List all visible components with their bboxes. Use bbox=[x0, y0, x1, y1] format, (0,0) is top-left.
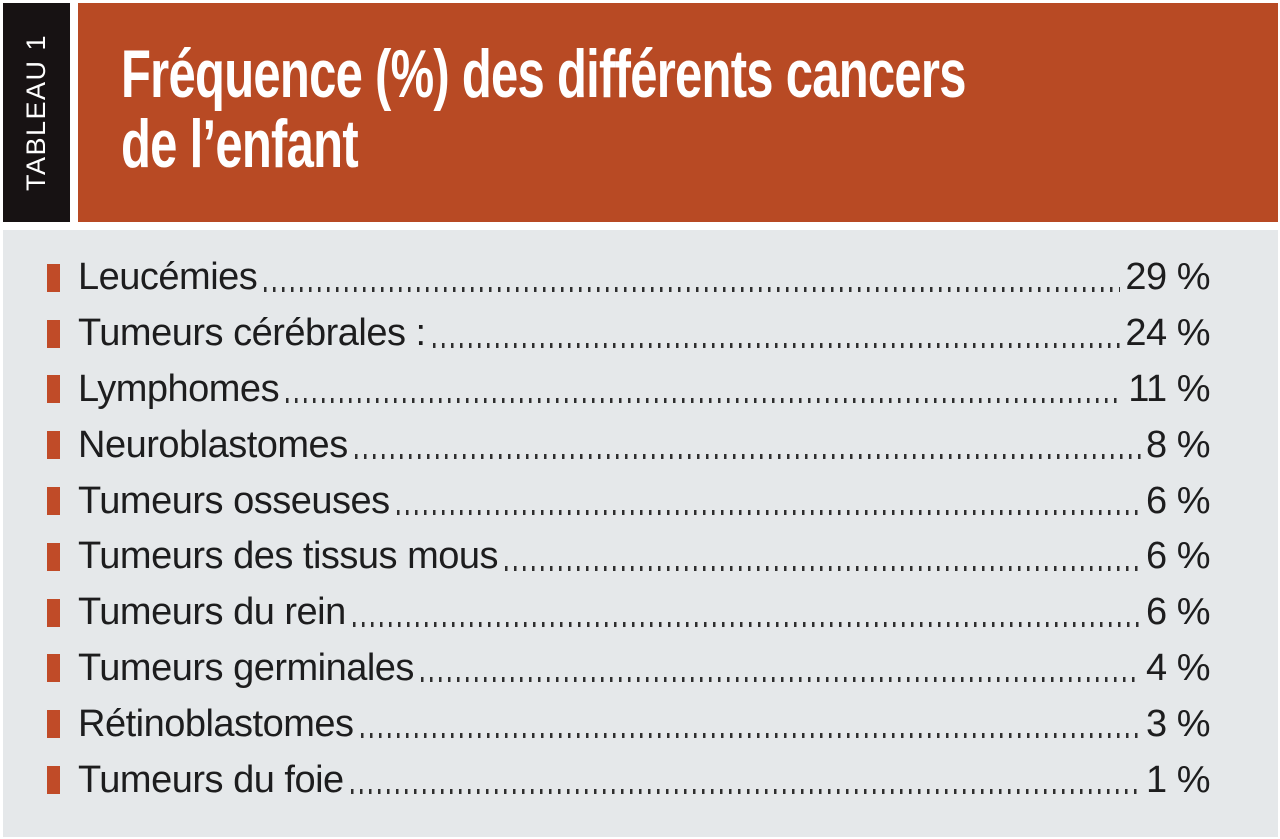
square-bullet-icon bbox=[47, 375, 60, 404]
cancer-type-label: Tumeurs du foie bbox=[78, 758, 344, 801]
dotted-leader bbox=[352, 621, 1142, 627]
frequency-value: 6 % bbox=[1146, 479, 1210, 522]
dotted-leader bbox=[350, 788, 1142, 794]
frequency-value: 24 % bbox=[1125, 312, 1210, 355]
square-bullet-icon bbox=[47, 319, 60, 348]
dotted-leader bbox=[420, 677, 1142, 683]
table-row: Neuroblastomes 8 % bbox=[47, 417, 1210, 473]
dotted-leader bbox=[360, 733, 1142, 739]
frequency-value: 11 % bbox=[1128, 367, 1210, 410]
table-row: Tumeurs osseuses 6 % bbox=[47, 473, 1210, 529]
dotted-leader bbox=[354, 454, 1142, 460]
tableau-number-label: TABLEAU 1 bbox=[21, 33, 51, 192]
table-row: Tumeurs germinales 4 % bbox=[47, 641, 1210, 697]
cancer-frequency-list: Leucémies 29 % Tumeurs cérébrales : 24 %… bbox=[3, 230, 1278, 837]
square-bullet-icon bbox=[47, 431, 60, 460]
square-bullet-icon bbox=[47, 654, 60, 683]
table-row: Tumeurs du rein 6 % bbox=[47, 585, 1210, 641]
cancer-type-label: Tumeurs osseuses bbox=[78, 479, 390, 522]
cancer-type-label: Leucémies bbox=[78, 256, 258, 299]
dotted-leader bbox=[396, 509, 1142, 515]
dotted-leader bbox=[264, 286, 1121, 292]
dotted-leader bbox=[505, 565, 1142, 571]
cancer-type-label: Tumeurs cérébrales : bbox=[78, 312, 426, 355]
table-title-line-1: Fréquence (%) des différents cancers bbox=[121, 36, 966, 112]
header-divider bbox=[70, 3, 78, 222]
frequency-value: 6 % bbox=[1146, 591, 1210, 634]
table-row: Tumeurs cérébrales : 24 % bbox=[47, 306, 1210, 362]
title-band: Fréquence (%) des différents cancers de … bbox=[78, 3, 1278, 222]
cancer-type-label: Lymphomes bbox=[78, 367, 280, 410]
frequency-value: 6 % bbox=[1146, 535, 1210, 578]
cancer-type-label: Tumeurs des tissus mous bbox=[78, 535, 499, 578]
frequency-value: 4 % bbox=[1146, 646, 1210, 689]
frequency-value: 3 % bbox=[1146, 702, 1210, 745]
dotted-leader bbox=[286, 398, 1124, 404]
table-row: Rétinoblastomes 3 % bbox=[47, 696, 1210, 752]
square-bullet-icon bbox=[47, 598, 60, 627]
square-bullet-icon bbox=[47, 263, 60, 292]
cancer-type-label: Rétinoblastomes bbox=[78, 702, 354, 745]
table-row: Lymphomes 11 % bbox=[47, 362, 1210, 418]
square-bullet-icon bbox=[47, 542, 60, 571]
square-bullet-icon bbox=[47, 710, 60, 739]
table-row: Tumeurs du foie 1 % bbox=[47, 752, 1210, 808]
table-row: Leucémies 29 % bbox=[47, 250, 1210, 306]
table-header: TABLEAU 1 Fréquence (%) des différents c… bbox=[3, 3, 1278, 222]
table-row: Tumeurs des tissus mous 6 % bbox=[47, 529, 1210, 585]
frequency-value: 29 % bbox=[1125, 256, 1210, 299]
dotted-leader bbox=[432, 342, 1121, 348]
table-title-line-2: de l’enfant bbox=[121, 106, 359, 182]
frequency-value: 8 % bbox=[1146, 423, 1210, 466]
cancer-type-label: Neuroblastomes bbox=[78, 423, 348, 466]
square-bullet-icon bbox=[47, 487, 60, 516]
cancer-type-label: Tumeurs du rein bbox=[78, 591, 346, 634]
square-bullet-icon bbox=[47, 766, 60, 795]
cancer-type-label: Tumeurs germinales bbox=[78, 646, 414, 689]
tableau-number-tab: TABLEAU 1 bbox=[3, 3, 70, 222]
frequency-value: 1 % bbox=[1146, 758, 1210, 801]
